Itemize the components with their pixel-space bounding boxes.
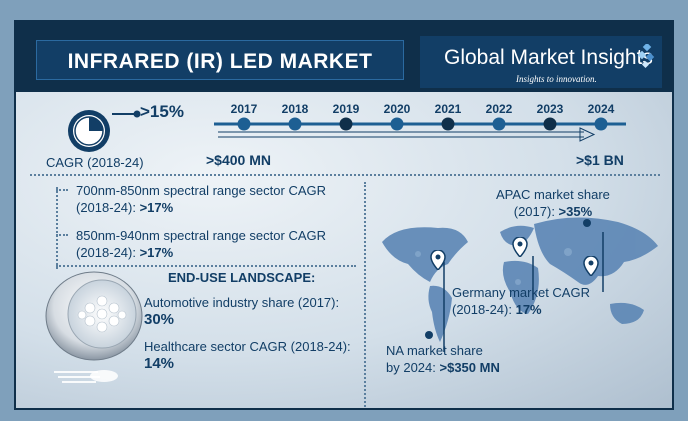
timeline-start-value: >$400 MN [206,152,271,168]
timeline-year: 2024 [587,102,615,116]
spectral-connector [56,187,58,269]
brand-tagline: Insights to innovation. [516,74,597,84]
germany-pin-icon [512,237,528,257]
end-use-divider [56,265,356,267]
na-label: NA market share [386,343,483,358]
germany-label: Germany market CAGR [452,285,590,300]
cagr-label: CAGR (2018-24) [46,155,144,170]
timeline-year: 2023 [536,102,564,116]
timeline-year: 2018 [281,102,309,116]
automotive-label: Automotive industry share (2017): [144,295,340,310]
timeline-year: 2019 [332,102,360,116]
spectral-item-2-label: 850nm-940nm spectral range sector CAGR [76,228,327,243]
cagr-pie-icon [68,110,110,152]
timeline-dot-2019 [339,117,353,131]
automotive-share: Automotive industry share (2017): 30% [144,294,339,328]
na-connector [425,331,433,339]
timeline-end-value: >$1 BN [576,152,624,168]
healthcare-label: Healthcare sector CAGR (2018-24): [144,339,351,354]
infographic-frame: INFRARED (IR) LED MARKET Global Market I… [14,20,674,410]
cagr-connector [112,110,141,118]
page-title: INFRARED (IR) LED MARKET [67,50,373,73]
world-map [382,217,658,352]
spectral-item-1-value: >17% [139,200,174,215]
end-use-heading: END-USE LANDSCAPE: [168,270,316,285]
brand-logo: Global Market Insights Insights to innov… [420,36,662,88]
automotive-value: 30% [144,311,175,328]
spectral-item-1: 700nm-850nm spectral range sector CAGR (… [76,182,326,216]
timeline-dot-2022 [492,117,506,131]
timeline-year: 2021 [434,102,462,116]
timeline-dots [237,117,608,131]
apac-pin-icon [583,256,599,276]
apac-connector [583,219,591,227]
timeline-dot-2018 [288,117,302,131]
title-box: INFRARED (IR) LED MARKET [36,40,404,80]
apac-label: APAC market share [496,187,610,202]
timeline-year: 2020 [383,102,411,116]
timeline-track [214,122,626,142]
germany-value: 17% [515,302,542,317]
section-divider [30,174,660,176]
timeline-year: 2022 [485,102,513,116]
spectral-item-1-period: (2018-24): [76,200,140,215]
cagr-value: >15% [140,102,184,121]
timeline-dot-2023 [543,117,557,131]
germany-period: (2018-24): [452,302,516,317]
timeline-dot-2017 [237,117,251,131]
na-value: >$350 MN [439,360,500,375]
spectral-item-2: 850nm-940nm spectral range sector CAGR (… [76,227,326,261]
timeline-year: 2017 [230,102,258,116]
diamond-logo-icon [637,44,655,69]
spectral-item-2-value: >17% [139,245,174,260]
header-bar: INFRARED (IR) LED MARKET Global Market I… [16,22,672,92]
column-divider [364,182,366,407]
spectral-item-2-period: (2018-24): [76,245,140,260]
healthcare-cagr: Healthcare sector CAGR (2018-24): 14% [144,338,351,372]
timeline-dot-2020 [390,117,404,131]
timeline-dot-2024 [594,117,608,131]
na-pin-icon [430,250,446,270]
apac-share: APAC market share (2017): >35% [496,186,610,220]
apac-period: (2017): [513,204,559,219]
apac-value: >35% [558,204,593,219]
spectral-tick-2 [56,234,68,236]
ir-led-illustration [45,271,143,383]
timeline-dot-2021 [441,117,455,131]
spectral-tick-1 [56,189,68,191]
germany-cagr: Germany market CAGR (2018-24): 17% [452,284,590,318]
na-period: by 2024: [386,360,440,375]
brand-name: Global Market Insights [444,46,653,69]
na-share: NA market share by 2024: >$350 MN [386,342,500,376]
spectral-item-1-label: 700nm-850nm spectral range sector CAGR [76,183,327,198]
healthcare-value: 14% [144,355,175,372]
